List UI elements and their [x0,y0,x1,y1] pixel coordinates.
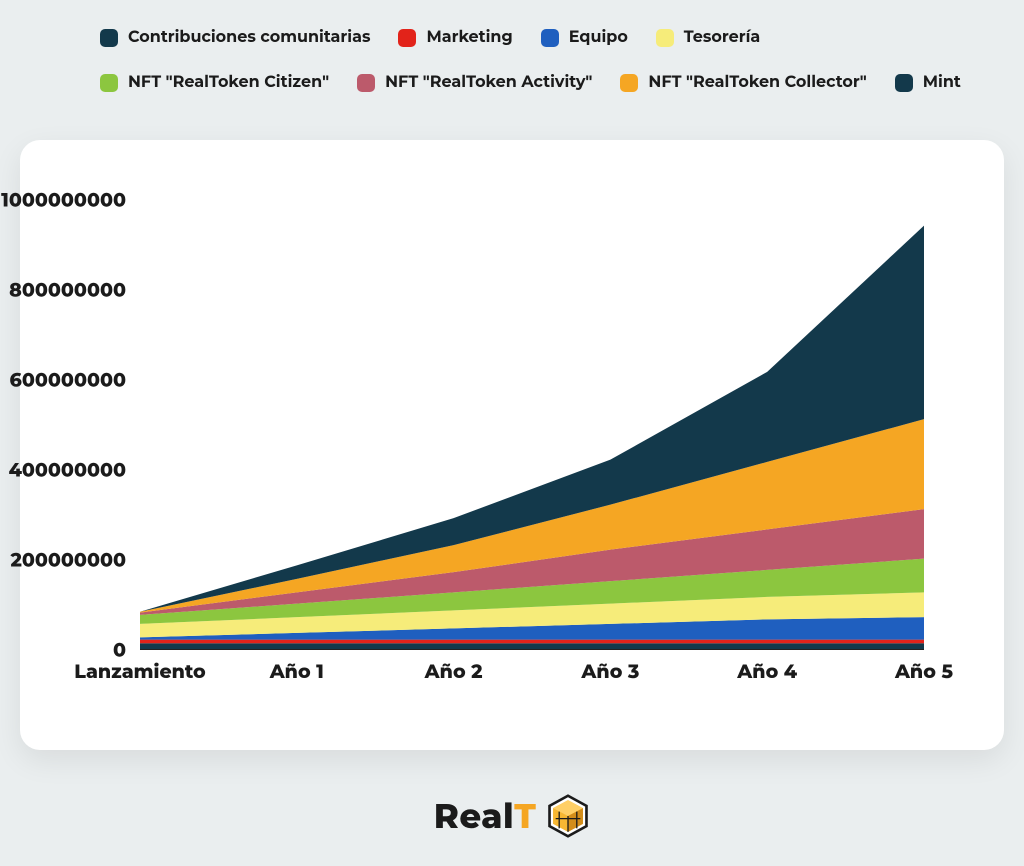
x-tick-label: Año 1 [270,660,324,683]
legend-label: Mint [923,73,961,92]
logo-text-a: Real [434,795,514,837]
y-axis-labels: 0200000000400000000600000000800000000100… [140,200,250,650]
legend-item: Marketing [398,28,512,47]
legend-item: Mint [895,73,961,92]
stacked-area-chart [140,200,924,650]
legend-item: Contribuciones comunitarias [100,28,370,47]
legend-label: Tesorería [684,28,760,47]
y-tick-label: 0 [113,639,126,662]
legend-item: Tesorería [656,28,760,47]
legend-label: NFT "RealToken Activity" [385,73,592,92]
x-axis-labels: LanzamientoAño 1Año 2Año 3Año 4Año 5 [140,660,924,700]
legend-swatch [398,29,416,47]
y-tick-label: 1000000000 [1,189,126,212]
chart-plot-area [140,200,924,650]
logo-hex-icon [546,794,590,838]
legend-item: Equipo [541,28,628,47]
legend-swatch [541,29,559,47]
legend-item: NFT "RealToken Collector" [620,73,866,92]
legend-swatch [656,29,674,47]
legend-label: Contribuciones comunitarias [128,28,370,47]
x-tick-label: Año 4 [737,660,797,683]
y-tick-label: 800000000 [9,279,126,302]
legend-label: NFT "RealToken Citizen" [128,73,329,92]
legend-label: Equipo [569,28,628,47]
x-tick-label: Año 3 [581,660,639,683]
y-tick-label: 200000000 [10,549,126,572]
legend-swatch [895,74,913,92]
logo-text: RealT [434,795,537,837]
brand-logo: RealT [0,794,1024,838]
x-tick-label: Año 5 [895,660,953,683]
chart-legend: Contribuciones comunitarias Marketing Equi… [100,28,964,92]
area-series [140,640,924,644]
legend-label: NFT "RealToken Collector" [648,73,866,92]
legend-swatch [620,74,638,92]
legend-swatch [357,74,375,92]
y-tick-label: 600000000 [10,369,126,392]
page: Contribuciones comunitarias Marketing Equi… [0,0,1024,866]
x-tick-label: Lanzamiento [74,660,205,683]
legend-label: Marketing [426,28,512,47]
area-series [140,643,924,650]
x-tick-label: Año 2 [425,660,483,683]
y-tick-label: 400000000 [9,459,126,482]
chart-card: 0200000000400000000600000000800000000100… [20,140,1004,750]
legend-swatch [100,74,118,92]
legend-item: NFT "RealToken Activity" [357,73,592,92]
legend-swatch [100,29,118,47]
logo-text-b: T [514,795,536,837]
legend-item: NFT "RealToken Citizen" [100,73,329,92]
